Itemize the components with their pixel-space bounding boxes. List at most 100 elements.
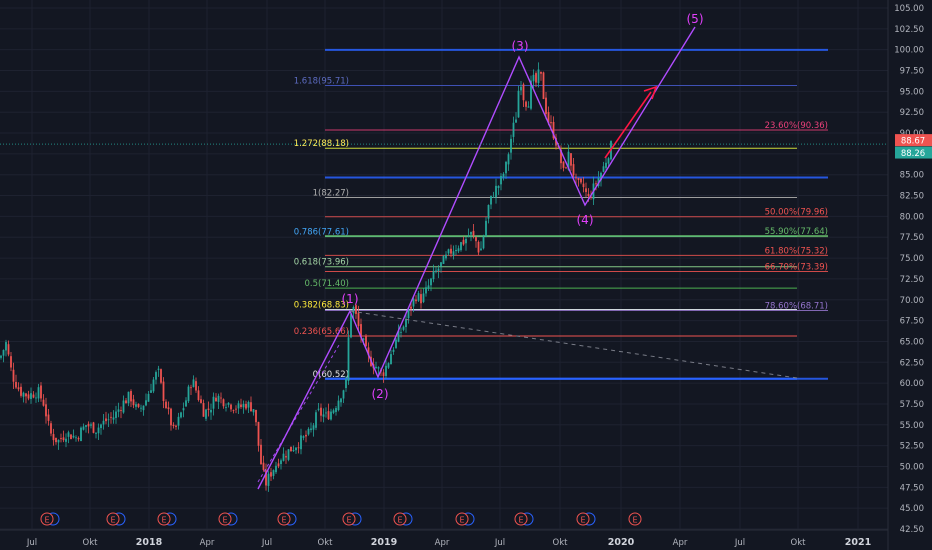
candle-body (280, 460, 282, 465)
candle-body (327, 411, 330, 420)
projection-arrow-head[interactable] (643, 85, 658, 100)
candle-body (132, 399, 135, 406)
earnings-circle (455, 512, 469, 526)
earnings-marker[interactable]: E (393, 512, 413, 526)
earnings-letter: E (346, 516, 351, 525)
earnings-marker[interactable]: E (576, 512, 596, 526)
candle-body (105, 418, 107, 422)
earnings-marker[interactable]: E (455, 512, 475, 526)
time-tick-label: Jul (261, 538, 272, 548)
wave-label: (3) (512, 39, 529, 53)
candle-body (65, 438, 67, 442)
candle-body (92, 422, 95, 433)
candle-body (517, 90, 520, 118)
candle-body (580, 178, 582, 183)
candle-body (232, 410, 235, 412)
candle-body (130, 391, 132, 402)
earnings-marker[interactable]: E (628, 512, 642, 526)
projection-arrow-line[interactable] (604, 91, 652, 159)
candle-body (175, 425, 177, 427)
earnings-circle (40, 512, 54, 526)
candle-body (345, 379, 347, 389)
elliott-wave-path[interactable] (257, 26, 696, 490)
candle-body (587, 193, 590, 196)
candle-body (562, 161, 565, 168)
candle-body (200, 399, 202, 403)
price-tag (895, 134, 932, 147)
candle-body (447, 249, 450, 254)
projection-dashed-line[interactable] (349, 310, 798, 379)
candle-body (582, 183, 585, 188)
earnings-marker[interactable]: E (157, 512, 177, 526)
earnings-marker[interactable]: E (514, 512, 534, 526)
candle-body (80, 427, 82, 442)
candle-body (417, 293, 420, 301)
wave-label: (5) (687, 12, 704, 26)
earnings-marker[interactable]: E (106, 512, 126, 526)
candle-body (477, 241, 480, 253)
candle-body (487, 205, 490, 219)
candle-body (62, 437, 65, 441)
candle-body (67, 432, 70, 437)
candle-body (547, 112, 550, 124)
candle-body (292, 450, 295, 452)
candle-body (497, 185, 500, 189)
candle-body (135, 404, 137, 407)
earnings-circle (393, 512, 407, 526)
candle-body (122, 400, 125, 413)
earnings-letter: E (222, 516, 227, 525)
candle-body (207, 408, 210, 410)
time-axis[interactable]: Jul Okt 2018 Apr Jul Okt 2019 Apr Jul Okt 2020 Apr J… (26, 537, 871, 548)
candle-body (195, 381, 197, 391)
fib-retracement-levels[interactable]: 23.60%(90.36) 50.00%(79.96) 55.90%(77.64) 6… (325, 48, 828, 380)
candle-body (455, 249, 457, 252)
candle-body (460, 242, 462, 251)
candle-body (197, 390, 200, 401)
candle-body (537, 69, 540, 83)
candle-body (492, 197, 495, 198)
candle-body (507, 154, 510, 165)
elliott-wave-drawings[interactable] (257, 26, 798, 490)
candle-body (442, 256, 445, 264)
time-tick-label: 2021 (845, 537, 871, 548)
candle-body (177, 416, 180, 426)
time-tick-label: 2018 (136, 537, 163, 548)
earnings-marker[interactable]: E (218, 512, 238, 526)
retrace-level-label: 23.60%(90.36) (765, 121, 828, 131)
earnings-marker[interactable]: E (277, 512, 297, 526)
earnings-marker[interactable]: E (40, 512, 60, 526)
candle-body (395, 339, 397, 348)
earnings-circle (157, 512, 171, 526)
candle-body (585, 188, 587, 192)
candle-body (12, 369, 15, 382)
price-tick-label: 55.00 (900, 421, 924, 431)
candle-body (482, 236, 485, 249)
price-tick-label: 90.00 (900, 129, 924, 139)
candle-body (180, 412, 182, 418)
candle-body (560, 149, 562, 164)
candle-body (392, 349, 395, 352)
earnings-marker[interactable]: E (342, 512, 362, 526)
candle-body (155, 372, 157, 380)
candle-body (7, 344, 10, 355)
trend-channel-dashed[interactable] (257, 344, 340, 483)
price-axis[interactable]: 105.00102.50100.0097.5095.0092.5090.0087… (889, 0, 932, 550)
candle-body (512, 122, 515, 137)
candle-body (532, 74, 535, 82)
candle-body (85, 425, 87, 427)
candle-body (350, 314, 352, 338)
time-tick-label: Jul (26, 538, 37, 548)
candle-body (0, 355, 2, 358)
price-tick-label: 50.00 (900, 462, 924, 472)
wave-labels: (1) (2) (3) (4) (5) (342, 12, 704, 401)
retrace-level-label: 50.00%(79.96) (765, 208, 828, 218)
candle-body (500, 175, 502, 185)
candle-body (247, 401, 250, 408)
candle-body (575, 177, 577, 179)
candle-body (435, 270, 437, 273)
price-tick-label: 70.00 (900, 296, 924, 306)
time-tick-label: Jul (494, 538, 505, 548)
price-tick-label: 105.00 (894, 4, 924, 14)
